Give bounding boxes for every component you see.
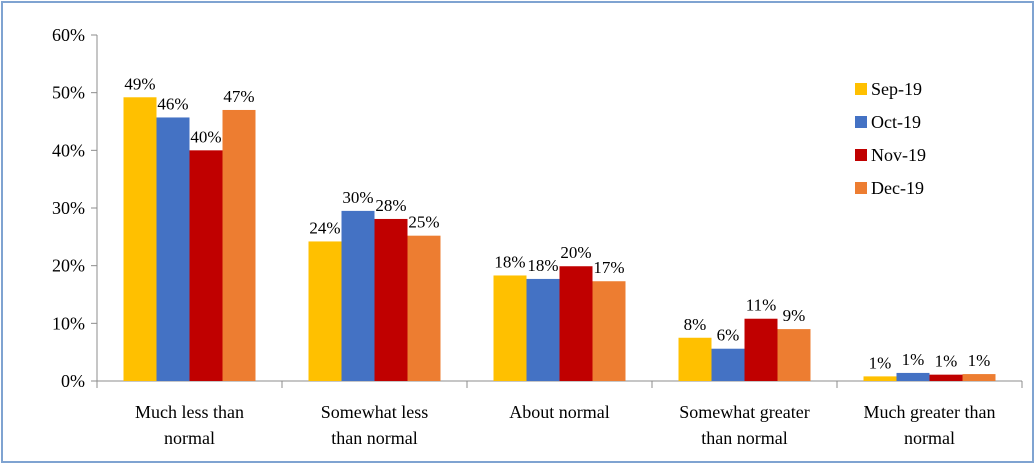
x-category-label: than normal xyxy=(701,428,787,448)
y-tick-label: 0% xyxy=(61,371,85,391)
bar xyxy=(777,329,811,381)
x-category-label: normal xyxy=(904,428,955,448)
data-label: 9% xyxy=(783,306,806,325)
bar xyxy=(493,275,527,381)
y-tick-label: 30% xyxy=(52,198,85,218)
bar xyxy=(863,376,897,381)
bar xyxy=(526,278,560,381)
bar xyxy=(407,235,441,381)
legend-swatch xyxy=(855,149,867,161)
x-category-label: Much less than xyxy=(135,402,244,422)
bar xyxy=(962,374,996,381)
data-label: 1% xyxy=(935,352,958,371)
x-category-label: than normal xyxy=(331,428,417,448)
data-label: 49% xyxy=(124,74,155,93)
data-label: 1% xyxy=(902,350,925,369)
x-category-label: Much greater than xyxy=(864,402,996,422)
y-tick-label: 60% xyxy=(52,25,85,45)
data-label: 6% xyxy=(717,326,740,345)
legend-swatch xyxy=(855,116,867,128)
bar xyxy=(559,266,593,381)
y-tick-label: 20% xyxy=(52,256,85,276)
legend-swatch xyxy=(855,182,867,194)
bar xyxy=(308,241,342,381)
legend-label: Dec-19 xyxy=(871,178,924,198)
y-tick-label: 10% xyxy=(52,313,85,333)
data-label: 20% xyxy=(560,243,591,262)
data-label: 28% xyxy=(375,196,406,215)
data-label: 8% xyxy=(684,315,707,334)
bar xyxy=(929,374,963,381)
data-label: 1% xyxy=(869,353,892,372)
bar xyxy=(896,372,930,381)
data-label: 46% xyxy=(157,94,188,113)
legend-swatch xyxy=(855,83,867,95)
y-tick-label: 50% xyxy=(52,83,85,103)
data-label: 47% xyxy=(223,87,254,106)
bar xyxy=(189,150,223,381)
bar xyxy=(123,97,157,381)
bar xyxy=(711,348,745,381)
data-label: 1% xyxy=(968,351,991,370)
x-category-label: Somewhat greater xyxy=(679,402,809,422)
legend-label: Nov-19 xyxy=(871,145,926,165)
bar xyxy=(341,210,375,381)
y-tick-label: 40% xyxy=(52,140,85,160)
data-label: 40% xyxy=(190,127,221,146)
legend-label: Oct-19 xyxy=(871,112,921,132)
x-category-label: About normal xyxy=(509,402,610,422)
x-category-label: normal xyxy=(164,428,215,448)
data-label: 18% xyxy=(494,252,525,271)
data-label: 11% xyxy=(746,296,777,315)
bar xyxy=(592,281,626,381)
data-label: 25% xyxy=(408,213,439,232)
bar xyxy=(222,109,256,381)
data-label: 30% xyxy=(342,188,373,207)
data-label: 24% xyxy=(309,218,340,237)
bar xyxy=(156,117,190,382)
bar xyxy=(744,318,778,381)
bar xyxy=(374,218,408,381)
legend-label: Sep-19 xyxy=(871,79,922,99)
x-category-label: Somewhat less xyxy=(321,402,429,422)
bar xyxy=(678,337,712,381)
data-label: 18% xyxy=(527,256,558,275)
data-label: 17% xyxy=(593,258,624,277)
